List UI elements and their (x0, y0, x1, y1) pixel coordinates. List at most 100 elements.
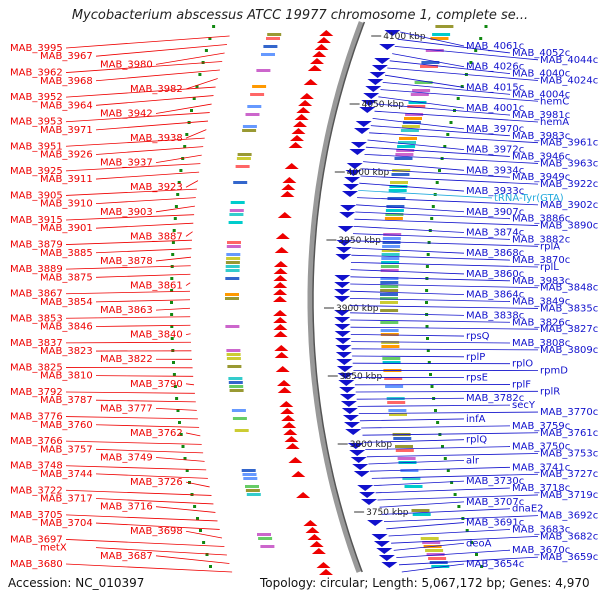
kbp-label: 3850 kbp (340, 372, 383, 382)
gene-arrow-reverse (346, 163, 363, 169)
backbone-inner (312, 21, 366, 573)
feature-band (260, 545, 275, 548)
left-gene-label: MAB_3995 (10, 43, 63, 54)
right-gene-label: hemA (540, 117, 569, 128)
right-gene-label: MAB_3849c (512, 297, 570, 308)
left-leader-line (65, 465, 207, 471)
gene-arrow-reverse (365, 86, 382, 92)
left-gene-label: MAB_3810 (40, 371, 93, 382)
marker-dot (170, 337, 174, 340)
right-gene-label: MAB_3963c (540, 158, 598, 169)
right-gene-label: MAB_4040c (512, 69, 570, 80)
right-gene-label: MAB_3727c (540, 469, 598, 480)
marker-dot (446, 469, 450, 472)
right-leader-line (359, 418, 465, 422)
right-leader-line (400, 31, 465, 47)
gene-arrow-forward (305, 527, 320, 533)
feature-band (250, 93, 265, 96)
left-leader-line (65, 86, 216, 98)
left-gene-label: MAB_3885 (40, 248, 93, 259)
feature-band (231, 409, 246, 412)
marker-dot (171, 253, 175, 256)
right-gene-label: MAB_3922c (540, 179, 598, 190)
marker-dot (172, 361, 175, 364)
feature-band (396, 149, 415, 152)
right-gene-label: MAB_4026c (466, 62, 524, 73)
gene-arrow-reverse (334, 324, 351, 330)
right-gene-label: MAB_3870c (512, 255, 570, 266)
marker-dot (193, 505, 197, 508)
marker-dot (172, 229, 176, 232)
feature-band (381, 253, 400, 256)
right-gene-label: MAB_3946c (512, 152, 570, 163)
gene-arrow-reverse (354, 128, 370, 134)
marker-dot (426, 253, 430, 256)
feature-band (227, 241, 241, 244)
right-leader-line (361, 425, 511, 429)
left-leader-line (155, 506, 216, 513)
right-gene-label: MAB_3934c (466, 165, 524, 176)
marker-dot (173, 385, 177, 388)
gene-arrow-reverse (357, 485, 374, 491)
left-leader-line (95, 197, 196, 205)
feature-band (402, 121, 421, 124)
feature-band (226, 253, 241, 256)
gene-arrow-reverse (334, 282, 351, 288)
gene-arrow-forward (294, 114, 309, 120)
left-leader-line (65, 539, 225, 547)
gene-arrow-forward (273, 324, 288, 330)
left-gene-label: MAB_3903 (100, 207, 153, 218)
right-leader-line (349, 298, 511, 302)
left-gene-label: MAB_3887 (130, 231, 183, 242)
gene-arrow-forward (303, 79, 318, 85)
kbp-label: 4050 kbp (362, 100, 405, 110)
gene-arrow-reverse (335, 345, 352, 351)
left-leader-line (95, 120, 209, 131)
right-gene-label: MAB_3868c (466, 248, 524, 259)
feature-band (261, 53, 275, 56)
marker-dot (435, 181, 439, 184)
right-gene-label: MAB_3826c (512, 317, 570, 328)
gene-arrow-forward (316, 562, 331, 568)
right-leader-line (363, 439, 465, 443)
feature-band (242, 129, 257, 132)
feature-band (387, 401, 406, 404)
right-leader-line (386, 522, 465, 530)
right-leader-line (380, 89, 539, 102)
left-gene-label: metX (40, 543, 67, 554)
feature-band (384, 377, 403, 380)
gene-arrow-forward (274, 247, 289, 253)
left-gene-label: MAB_3716 (100, 502, 153, 513)
feature-band (225, 277, 240, 280)
right-leader-line (352, 355, 465, 358)
feature-band (383, 233, 402, 236)
feature-band (385, 209, 404, 212)
gene-arrow-reverse (340, 205, 357, 211)
left-gene-label: MAB_3923 (130, 182, 183, 193)
feature-band (422, 541, 441, 544)
feature-band (226, 357, 241, 360)
right-leader-line (362, 432, 539, 436)
right-gene-label: MAB_4024c (540, 76, 598, 87)
marker-dot (446, 133, 450, 136)
gene-arrow-reverse (334, 289, 351, 295)
right-leader-line (372, 118, 465, 130)
left-gene-label: MAB_3905 (10, 190, 63, 201)
gene-arrow-reverse (334, 296, 350, 302)
right-gene-label: rplL (540, 262, 559, 273)
feature-band (234, 429, 249, 432)
right-gene-label: secY (512, 400, 536, 411)
right-leader-line (350, 262, 539, 268)
gene-arrow-forward (281, 184, 296, 190)
marker-dot (172, 373, 176, 376)
right-gene-label: MAB_3882c (512, 234, 570, 245)
marker-dot (453, 493, 457, 496)
right-gene-label: MAB_3808c (512, 338, 570, 349)
marker-dot (181, 445, 185, 448)
left-gene-label: MAB_3926 (40, 149, 93, 160)
gene-arrow-reverse (342, 191, 358, 197)
gene-arrow-forward (273, 331, 288, 337)
right-leader-line (394, 46, 539, 61)
feature-band (402, 477, 421, 480)
gene-arrow-forward (280, 191, 295, 197)
